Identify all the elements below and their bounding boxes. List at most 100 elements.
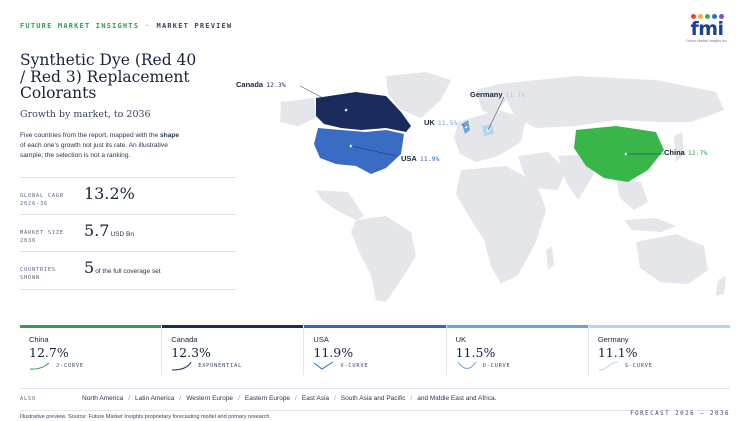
logo-tagline: Future Market Insights Inc.: [686, 39, 728, 43]
map-label-germany: Germany 11.1%: [470, 90, 526, 99]
card-color-bar: [304, 325, 446, 328]
stat-label: GLOBAL CAGR 2026-36: [20, 193, 64, 207]
exponential-curve-icon: [172, 361, 192, 371]
fmi-logo[interactable]: fmi Future Market Insights Inc.: [684, 14, 730, 43]
madagascar: [546, 246, 554, 270]
stat-unit: of the full coverage set: [95, 268, 161, 275]
alaska: [280, 98, 316, 126]
india: [558, 154, 594, 200]
j-curve-icon: [29, 362, 50, 370]
middle-east: [518, 152, 566, 190]
stat-countries-shown: COUNTRIES SHOWN 5of the full coverage set: [20, 251, 236, 290]
russia-asia: [498, 76, 724, 128]
footer-source: Illustrative preview. Source: Future Mar…: [20, 410, 730, 420]
region-separator: /: [238, 395, 240, 402]
china-shape: [574, 126, 664, 182]
stat-global-cagr: GLOBAL CAGR 2026-36 13.2%: [20, 177, 236, 215]
greenland: [386, 72, 451, 118]
new-zealand: [716, 276, 726, 296]
card-usa[interactable]: USA 11.9% V-CURVE: [304, 325, 447, 375]
usa-marker: [349, 144, 353, 148]
stat-label: MARKET SIZE 2036: [20, 230, 64, 244]
map-label-pct: 11.5%: [437, 119, 458, 127]
map-label-canada: Canada 12.3%: [236, 80, 286, 89]
card-uk[interactable]: UK 11.5% U-CURVE: [446, 325, 589, 375]
canada-shape: [316, 92, 411, 132]
description: Five countries from the report, mapped w…: [20, 131, 185, 161]
world-map: Canada 12.3% Germany 11.1% UK 11.5% USA 11.9…: [236, 70, 736, 305]
canada-leader: [299, 85, 347, 111]
land-masses: [280, 72, 726, 302]
preview-label: MARKET PREVIEW: [156, 22, 233, 30]
card-shape: J-CURVE: [56, 363, 84, 369]
region-separator: /: [179, 395, 182, 402]
stat-market-size: MARKET SIZE 2036 5.7USD Bn: [20, 214, 236, 252]
southeast-asia: [616, 180, 648, 210]
card-cagr: 12.7%: [29, 345, 69, 360]
south-america: [351, 216, 416, 302]
s-curve-icon: [598, 361, 618, 371]
card-germany[interactable]: Germany 11.1% S-CURVE: [588, 325, 731, 375]
map-label-pct: 11.1%: [505, 91, 526, 99]
forecast-period: FORECAST 2026 – 2036: [630, 411, 730, 417]
also-regions: ALSO North America / Latin America / Western …: [20, 388, 730, 402]
card-china[interactable]: China 12.7% J-CURVE: [20, 325, 163, 375]
japan: [674, 132, 684, 162]
description-text: Five countries from the report, mapped w…: [20, 132, 160, 139]
description-text: of each one's growth not just its rate. …: [20, 142, 168, 159]
card-shape: EXPONENTIAL: [198, 363, 243, 369]
u-curve-icon: [457, 361, 477, 369]
description-emphasis: shape: [160, 132, 180, 139]
map-label-usa: USA 11.9%: [401, 154, 440, 163]
card-shape: S-CURVE: [624, 363, 653, 369]
logo-dot: [704, 14, 710, 19]
indonesia: [624, 218, 676, 232]
card-color-bar: [162, 325, 304, 328]
logo-dot: [697, 14, 703, 19]
card-shape: V-CURVE: [340, 363, 369, 369]
card-name: UK: [455, 335, 467, 344]
map-label-pct: 11.9%: [419, 155, 440, 163]
region-item: and Middle East and Africa.: [417, 395, 497, 402]
region-item: Western Europe: [186, 395, 234, 402]
card-name: China: [29, 335, 49, 344]
stat-unit: USD Bn: [110, 231, 134, 238]
region-separator: /: [128, 395, 130, 402]
stat-label: COUNTRIES SHOWN: [20, 267, 56, 281]
card-name: Germany: [597, 335, 629, 344]
map-label-china: China 12.7%: [664, 148, 708, 157]
card-name: Canada: [171, 335, 198, 344]
card-cagr: 12.3%: [171, 345, 211, 360]
region-item: South Asia and Pacific: [340, 395, 406, 402]
card-color-bar: [446, 325, 588, 328]
header-separator: ·: [145, 22, 151, 30]
stat-value: 5of the full coverage set: [84, 258, 161, 277]
region-separator: /: [410, 395, 413, 402]
card-color-bar: [588, 325, 731, 328]
region-item: East Asia: [301, 395, 329, 402]
africa: [456, 166, 546, 284]
uk-leader: [460, 123, 467, 128]
country-cards: China 12.7% J-CURVE Canada 12.3% EXPONEN…: [20, 325, 731, 375]
card-canada[interactable]: Canada 12.3% EXPONENTIAL: [162, 325, 305, 375]
v-curve-icon: [314, 361, 334, 370]
card-cagr: 11.9%: [313, 345, 354, 360]
card-cagr: 11.1%: [597, 345, 638, 360]
central-america: [316, 190, 364, 220]
map-label-pct: 12.3%: [266, 81, 286, 89]
card-color-bar: [20, 325, 162, 328]
logo-dot: [690, 14, 696, 19]
stat-value: 5.7USD Bn: [84, 221, 134, 240]
region-separator: /: [295, 395, 297, 402]
logo-dot: [718, 14, 724, 19]
usa-leader: [350, 145, 397, 157]
region-item: Eastern Europe: [244, 395, 291, 402]
page-subtitle: Growth by market, to 2036: [20, 109, 151, 120]
region-separator: /: [333, 395, 336, 402]
card-shape: U-CURVE: [482, 363, 511, 369]
region-item: Latin America: [135, 395, 175, 402]
world-map-svg: [280, 72, 726, 302]
brand-name: FUTURE MARKET INSIGHTS: [20, 22, 140, 30]
usa-shape: [314, 128, 404, 174]
page-title: Synthetic Dye (Red 40 / Red 3) Replaceme…: [20, 51, 197, 102]
